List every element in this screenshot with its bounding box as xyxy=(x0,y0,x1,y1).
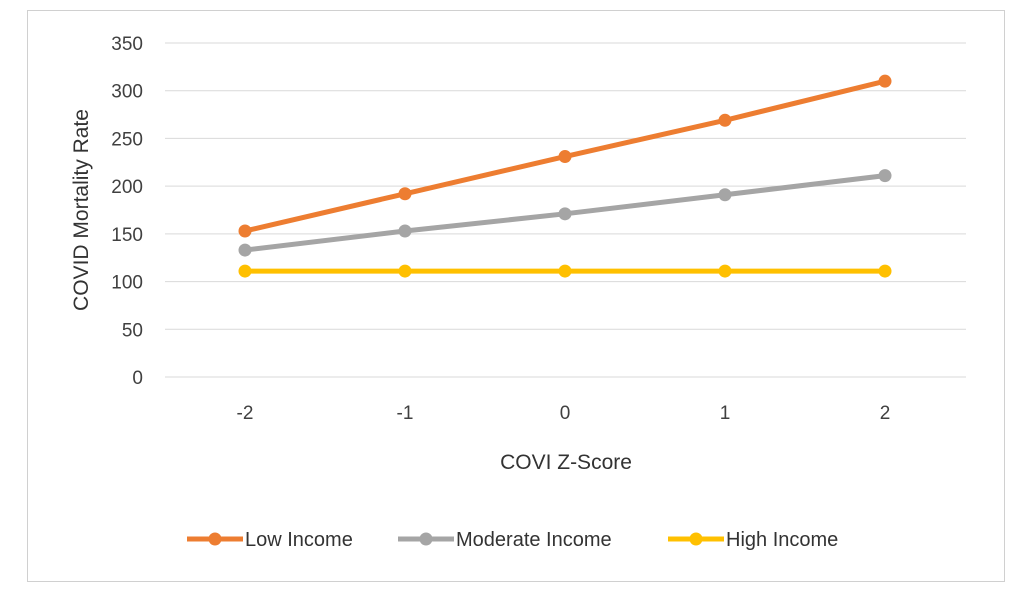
y-tick-label: 50 xyxy=(122,320,143,341)
y-tick-label: 150 xyxy=(111,225,143,246)
chart-frame xyxy=(27,10,1005,582)
x-axis-title: COVI Z-Score xyxy=(500,451,632,474)
series-moderate-income xyxy=(238,169,892,257)
data-point-high-income xyxy=(238,264,252,278)
data-point-moderate-income xyxy=(878,169,892,183)
data-point-low-income xyxy=(398,187,412,201)
y-axis-ticks: 0 50 100 150 200 250 300 350 xyxy=(111,34,143,389)
y-tick-label: 200 xyxy=(111,177,143,198)
legend-swatch-marker xyxy=(208,532,222,546)
data-point-high-income xyxy=(718,264,732,278)
legend-swatch-marker xyxy=(689,532,703,546)
x-axis-ticks: -2 -1 0 1 2 xyxy=(237,403,891,424)
data-point-high-income xyxy=(878,264,892,278)
data-point-high-income xyxy=(398,264,412,278)
legend-label: Low Income xyxy=(245,529,353,551)
x-tick-label: -2 xyxy=(237,403,254,424)
data-point-moderate-income xyxy=(718,188,732,202)
data-point-low-income xyxy=(718,113,732,127)
data-point-low-income xyxy=(878,74,892,88)
legend-label: High Income xyxy=(726,529,838,551)
y-tick-label: 250 xyxy=(111,129,143,150)
data-point-moderate-income xyxy=(398,224,412,238)
y-tick-label: 350 xyxy=(111,34,143,55)
data-point-low-income xyxy=(558,150,572,164)
x-tick-label: 0 xyxy=(560,403,571,424)
y-tick-label: 100 xyxy=(111,273,143,294)
series-lines xyxy=(238,74,892,278)
legend-item-low-income: Low Income xyxy=(187,529,353,551)
series-high-income xyxy=(238,264,892,278)
data-point-high-income xyxy=(558,264,572,278)
y-tick-label: 0 xyxy=(132,368,143,389)
series-low-income xyxy=(238,74,892,238)
data-point-moderate-income xyxy=(238,243,252,257)
data-point-moderate-income xyxy=(558,207,572,221)
x-tick-label: 2 xyxy=(880,403,891,424)
y-axis-title: COVID Mortality Rate xyxy=(70,109,93,311)
x-tick-label: -1 xyxy=(397,403,414,424)
gridlines xyxy=(165,42,966,378)
legend-item-moderate-income: Moderate Income xyxy=(398,529,612,551)
legend-label: Moderate Income xyxy=(456,529,612,551)
legend: Low Income Moderate Income High Income xyxy=(187,529,838,551)
legend-item-high-income: High Income xyxy=(668,529,838,551)
x-tick-label: 1 xyxy=(720,403,731,424)
y-tick-label: 300 xyxy=(111,82,143,103)
data-point-low-income xyxy=(238,224,252,238)
legend-swatch-marker xyxy=(419,532,433,546)
